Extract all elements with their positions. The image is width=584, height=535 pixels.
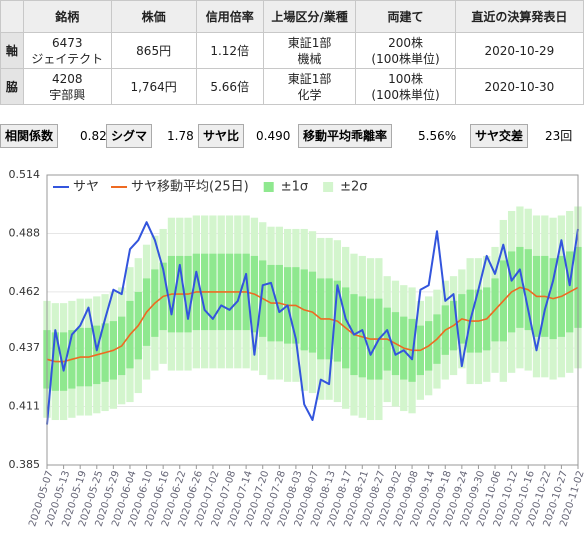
table-cell: 200株 (100株単位) bbox=[355, 32, 456, 69]
y-tick-label: 0.488 bbox=[9, 226, 41, 239]
header-cell: 信用倍率 bbox=[195, 0, 264, 33]
stat-value: 0.490 bbox=[256, 129, 291, 143]
table-cell: 100株 (100株単位) bbox=[355, 68, 456, 105]
legend-label: サヤ移動平均(25日) bbox=[131, 180, 249, 195]
row-role: 軸 bbox=[0, 32, 24, 69]
header-cell: 銘柄 bbox=[22, 0, 112, 33]
cell-line: 6473 bbox=[51, 35, 83, 50]
table-row: 脇 4208 宇部興 1,764円 5.66倍 東証1部 化学 100株 (100株単位) 202… bbox=[0, 68, 584, 105]
stat-label: 移動平均乖離率 bbox=[298, 124, 393, 148]
cell-line: (100株単位) bbox=[371, 51, 440, 66]
header-cell bbox=[0, 0, 24, 33]
legend-swatch bbox=[323, 182, 334, 192]
header-cell: 両建て bbox=[355, 0, 456, 33]
cell-line: 1.12倍 bbox=[210, 43, 250, 58]
stat-label: サヤ比 bbox=[198, 124, 245, 148]
cell-line: 2020-10-30 bbox=[484, 79, 555, 94]
table-cell: 865円 bbox=[110, 32, 197, 69]
cell-line: 1,764円 bbox=[130, 79, 177, 94]
cell-line: 東証1部 bbox=[287, 35, 332, 50]
y-tick-label: 0.462 bbox=[9, 285, 41, 298]
y-tick-label: 0.514 bbox=[9, 168, 41, 181]
table-cell: 東証1部 機械 bbox=[262, 32, 357, 69]
stat-label: シグマ bbox=[106, 124, 153, 148]
table-cell: 1,764円 bbox=[110, 68, 197, 105]
header-cell: 上場区分/業種 bbox=[262, 0, 357, 33]
table-cell: 1.12倍 bbox=[195, 32, 264, 69]
table-cell: 2020-10-30 bbox=[454, 68, 584, 105]
series-line bbox=[46, 286, 579, 363]
stat-label: 相関係数 bbox=[0, 124, 59, 148]
cell-line: 機械 bbox=[297, 51, 322, 66]
cell-line: 宇部興 bbox=[49, 87, 86, 102]
cell-line: 5.66倍 bbox=[210, 79, 250, 94]
legend-label: サヤ bbox=[73, 180, 99, 195]
table-cell: 4208 宇部興 bbox=[22, 68, 112, 105]
header-row: 銘柄 株価 信用倍率 上場区分/業種 両建て 直近の決算発表日 bbox=[0, 0, 584, 33]
cell-line: 2020-10-29 bbox=[484, 43, 555, 58]
y-tick-label: 0.437 bbox=[9, 341, 41, 354]
cell-line: ジェイテクト bbox=[31, 51, 104, 66]
stat-value: 1.78 bbox=[167, 129, 194, 143]
table-cell: 東証1部 化学 bbox=[262, 68, 357, 105]
plot-border bbox=[46, 174, 579, 466]
header-cell: 株価 bbox=[110, 0, 197, 33]
stat-value: 0.82 bbox=[80, 129, 107, 143]
table-cell: 5.66倍 bbox=[195, 68, 264, 105]
legend-label: ±1σ bbox=[281, 180, 308, 195]
table-cell: 6473 ジェイテクト bbox=[22, 32, 112, 69]
cell-line: 化学 bbox=[297, 87, 322, 102]
cell-line: 865円 bbox=[136, 43, 172, 58]
series-line bbox=[46, 221, 579, 425]
row-role: 脇 bbox=[0, 68, 24, 105]
stat-value: 23回 bbox=[545, 129, 573, 143]
stat-value: 5.56% bbox=[418, 129, 457, 143]
legend-swatch bbox=[263, 182, 274, 192]
header-cell: 直近の決算発表日 bbox=[454, 0, 584, 33]
info-table: 銘柄 株価 信用倍率 上場区分/業種 両建て 直近の決算発表日軸 6473 ジェイテクト 865… bbox=[0, 0, 584, 105]
table-row: 軸 6473 ジェイテクト 865円 1.12倍 東証1部 機械 200株 (100株単位) 20… bbox=[0, 32, 584, 69]
y-tick-label: 0.411 bbox=[9, 400, 41, 413]
cell-line: 200株 bbox=[388, 35, 423, 50]
cell-line: (100株単位) bbox=[371, 87, 440, 102]
stat-label: サヤ交差 bbox=[470, 124, 529, 148]
legend-label: ±2σ bbox=[340, 180, 367, 195]
cell-line: 100株 bbox=[388, 71, 423, 86]
y-tick-label: 0.385 bbox=[9, 458, 41, 471]
cell-line: 東証1部 bbox=[287, 71, 332, 86]
table-cell: 2020-10-29 bbox=[454, 32, 584, 69]
cell-line: 4208 bbox=[51, 71, 83, 86]
